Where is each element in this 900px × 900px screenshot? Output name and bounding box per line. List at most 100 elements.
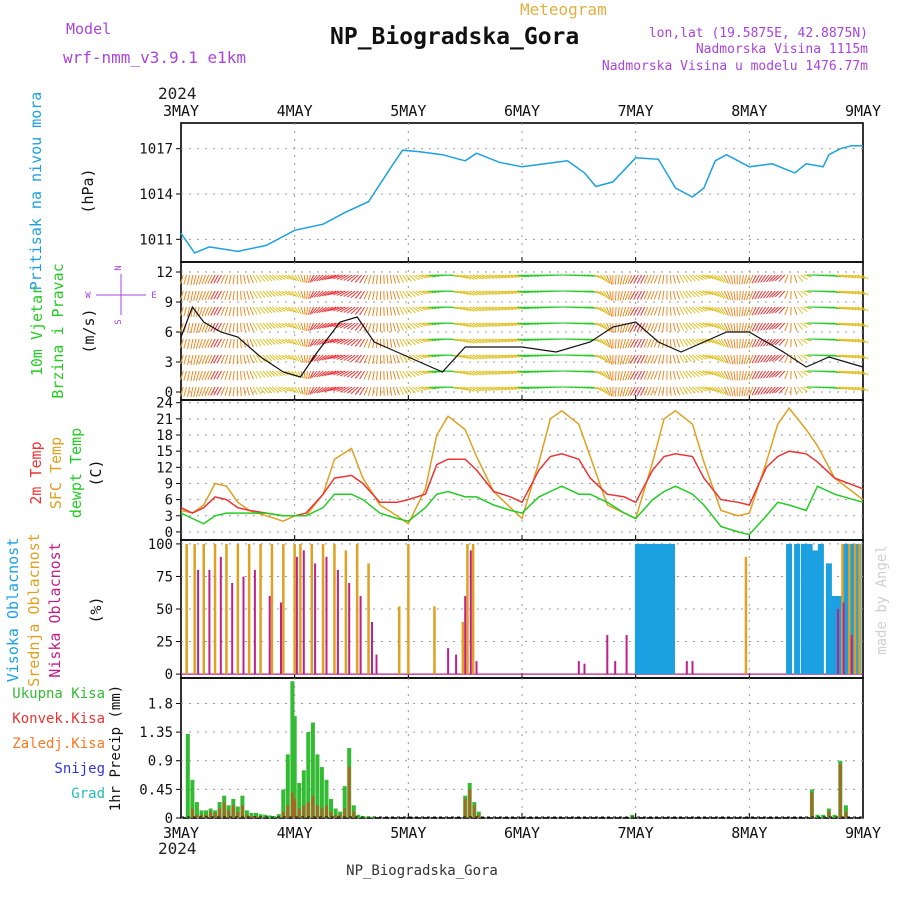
wind-barb <box>421 338 430 342</box>
precip-total-bar <box>356 814 361 818</box>
cloud-bar <box>685 661 688 675</box>
wind-barb <box>210 274 216 284</box>
wind-barb <box>190 386 194 398</box>
wind-barb <box>425 274 434 278</box>
wind-barb <box>201 322 207 333</box>
temp-ylabel-dewpt: dewpt Temp <box>67 428 85 518</box>
wind-barb <box>596 386 605 393</box>
cloud-ylabel-low: Niska Oblacnost <box>46 542 64 677</box>
wind-barb <box>418 274 427 279</box>
cloud-bar <box>333 543 336 675</box>
wind-barb <box>210 338 216 348</box>
wind-barb <box>469 386 478 392</box>
wind-barb <box>204 370 210 381</box>
wind-barb <box>695 370 704 377</box>
wind-barb <box>657 338 662 348</box>
precip-total-bar <box>244 810 249 818</box>
wind-barb <box>343 322 353 329</box>
wind-barb <box>751 386 757 396</box>
cloud-series-1 <box>185 543 861 675</box>
wind-barb <box>698 274 707 280</box>
temp-ylabel-2m: 2m Temp <box>27 441 45 504</box>
wind-barb <box>501 274 511 279</box>
wind-barb <box>609 354 613 365</box>
wind-barb <box>396 338 400 348</box>
precip-total-bar <box>306 732 311 818</box>
wind-barb <box>657 354 662 364</box>
wind-barb <box>207 338 213 348</box>
wind-barb <box>714 290 722 298</box>
precip-panel: 00.450.91.351.8 <box>139 677 864 827</box>
wind-barb <box>259 386 266 394</box>
wind-barb <box>195 370 200 381</box>
wind-barb <box>259 322 266 330</box>
cloud-bar <box>691 661 694 675</box>
wind-barb <box>278 370 286 376</box>
wind-barb <box>643 274 649 284</box>
wind-barb <box>246 386 250 396</box>
wind-barb <box>207 306 213 316</box>
wind-barb <box>741 274 744 285</box>
wind-barb <box>228 274 232 285</box>
wind-barb <box>711 306 720 313</box>
wind-barb <box>633 306 639 316</box>
cloud-bar <box>407 543 410 675</box>
wind-barb <box>624 386 630 397</box>
wind-barb <box>800 386 808 392</box>
wind-barb <box>698 370 707 376</box>
wind-barb <box>306 386 308 396</box>
wind-barb <box>346 322 356 330</box>
wind-barb <box>359 370 366 380</box>
precip-conv-bar <box>195 814 199 818</box>
wind-barb <box>627 274 633 285</box>
wind-barb <box>350 306 359 315</box>
wind-barb <box>309 290 315 299</box>
wind-barb <box>201 274 207 285</box>
wind-barb <box>463 274 472 280</box>
wind-barb <box>596 274 605 281</box>
wind-barb <box>757 290 763 299</box>
wind-ytick-label: 3 <box>165 355 173 371</box>
wind-barb <box>746 354 751 364</box>
wind-barb <box>763 354 770 363</box>
wind-barb <box>198 306 203 317</box>
wind-barb <box>636 290 643 300</box>
wind-barb <box>210 306 216 316</box>
precip-conv-bar <box>302 805 306 818</box>
precip-conv-bar <box>245 814 249 818</box>
wind-barb <box>339 354 350 361</box>
wind-barb <box>179 322 184 333</box>
wind-barb <box>757 274 763 283</box>
wind-barb <box>599 306 608 314</box>
wind-barb <box>418 338 427 343</box>
wind-barb <box>845 322 854 327</box>
wind-barb <box>272 338 279 345</box>
wind-barb <box>832 338 841 342</box>
wind-barb <box>669 274 672 284</box>
wind-barb <box>624 290 630 301</box>
wind-barb <box>860 370 869 376</box>
wind-barb <box>278 354 286 360</box>
wind-barb <box>835 306 844 310</box>
wind-barb <box>479 306 488 312</box>
wind-barb <box>311 290 318 299</box>
wind-barb <box>727 274 731 285</box>
wind-barb <box>708 290 717 296</box>
wind-barb <box>685 322 692 331</box>
cloud-bar <box>841 543 844 675</box>
wind-barb <box>629 306 636 316</box>
wind-barb <box>207 322 213 332</box>
wind-barb <box>479 322 488 328</box>
wind-barb <box>672 290 676 300</box>
cloud-bar <box>831 596 838 675</box>
pressure-ytick-label: 1014 <box>139 187 173 203</box>
wind-barb <box>198 338 203 349</box>
precip-total-bar <box>329 798 333 818</box>
wind-barb <box>350 290 359 299</box>
wind-barb <box>688 274 696 282</box>
wind-barb <box>392 354 397 364</box>
wind-barb <box>491 386 501 391</box>
wind-barb <box>256 338 262 347</box>
wind-barb <box>300 274 304 283</box>
pressure-ytick-label: 1011 <box>139 232 173 248</box>
